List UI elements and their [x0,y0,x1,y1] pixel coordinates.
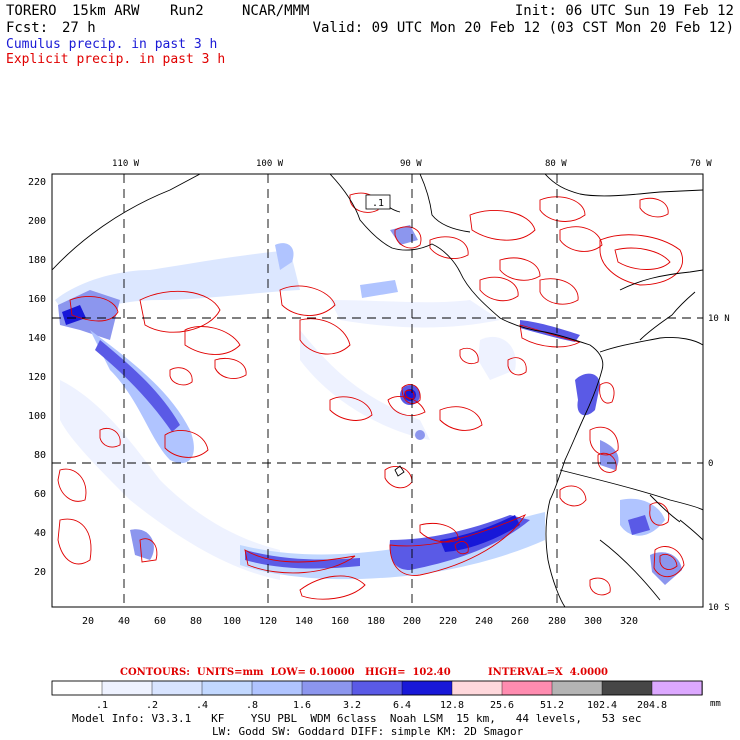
x-tick: 260 [511,616,529,627]
cumulus-precip-area [55,225,682,585]
x-tick: 200 [403,616,421,627]
cumulus-legend: Cumulus precip. in past 3 h [6,37,218,52]
org-label: NCAR/MMM [242,3,310,19]
y-tick: 160 [28,294,46,305]
y-tick: 140 [28,333,46,344]
lon-label: 70 W [690,159,712,169]
colorbar-unit: mm [710,699,721,709]
colorbar-cell [451,680,503,696]
colorbar-label: 204.8 [637,700,667,711]
init-time: Init: 06 UTC Sun 19 Feb 12 [514,3,734,19]
colorbar-label: 3.2 [343,700,361,711]
x-axis-ticks: 20 40 60 80 100 120 140 160 180 200 220 … [82,616,638,627]
y-tick: 180 [28,255,46,266]
forecast-hours: 27 h [62,20,96,36]
y-tick: 220 [28,177,46,188]
colorbar-cell [101,680,153,696]
contours-units: CONTOURS: UNITS=mm LOW= 0.10000 [120,667,355,678]
x-tick: 20 [82,616,94,627]
y-tick: 60 [34,489,46,500]
x-tick: 80 [190,616,202,627]
x-tick: 240 [475,616,493,627]
colorbar-cell [251,680,303,696]
run-label: Run2 [170,3,204,19]
x-tick: 220 [439,616,457,627]
colorbar-label: 1.6 [293,700,311,711]
x-tick: 280 [548,616,566,627]
colorbar-label: 6.4 [393,700,411,711]
physics-info: LW: Godd SW: Goddard DIFF: simple KM: 2D… [212,725,524,738]
colorbar-label: .1 [96,700,108,711]
y-tick: 40 [34,528,46,539]
colorbar-label: .2 [146,700,158,711]
x-tick: 40 [118,616,130,627]
colorbar-cell [351,680,403,696]
x-tick: 320 [620,616,638,627]
lon-label: 100 W [256,159,284,169]
x-tick: 160 [331,616,349,627]
colorbar-cell [301,680,353,696]
lon-label: 90 W [400,159,422,169]
colorbar-cell [551,680,603,696]
contours-high: HIGH= 102.40 [365,667,451,678]
contour-label-box [365,194,391,210]
contour-label: .1 [372,198,384,209]
latitude-labels: 10 N 0 10 S [708,314,730,613]
map-frame [51,173,704,608]
colorbar-label: 51.2 [540,700,564,711]
colorbar-cell [201,680,253,696]
explicit-precip-contours [57,192,685,600]
x-tick: 140 [295,616,313,627]
colorbar-label: 25.6 [490,700,514,711]
y-tick: 20 [34,567,46,578]
x-tick: 180 [367,616,385,627]
contours-interval: INTERVAL=X 4.0000 [488,667,608,678]
colorbar-cell [401,680,453,696]
colorbar-label: .8 [246,700,258,711]
lon-label: 110 W [112,159,140,169]
lat-lon-grid [52,174,703,607]
model-name: TORERO [6,3,57,19]
lat-label: 10 N [708,314,730,324]
lat-label: 10 S [708,603,730,613]
colorbar-cell [651,680,703,696]
longitude-labels: 110 W 100 W 90 W 80 W 70 W [112,159,712,169]
colorbar-cell [501,680,553,696]
valid-time: Valid: 09 UTC Mon 20 Feb 12 (03 CST Mon … [312,20,734,36]
colorbar-label: 102.4 [587,700,617,711]
y-tick: 120 [28,372,46,383]
color-bar: .1.2.4.8 1.6 3.2 6.4 12.8 25.6 51.2 102.4 204.8 … [51,680,721,711]
y-tick: 100 [28,411,46,422]
forecast-label: Fcst: [6,20,49,36]
y-tick: 200 [28,216,46,227]
lat-label: 0 [708,459,713,469]
lon-label: 80 W [545,159,567,169]
y-axis-ticks: 220 200 180 160 140 120 100 80 60 40 20 [28,177,46,578]
colorbar-cell [601,680,653,696]
resolution-label: 15km ARW [72,3,140,19]
coastline [52,174,703,607]
colorbar-cell [51,680,103,696]
x-tick: 120 [259,616,277,627]
colorbar-cell [151,680,203,696]
y-tick: 80 [34,450,46,461]
model-info: Model Info: V3.3.1 KF YSU PBL WDM 6class… [72,712,642,725]
explicit-legend: Explicit precip. in past 3 h [6,52,226,67]
x-tick: 100 [223,616,241,627]
x-tick: 60 [154,616,166,627]
colorbar-label: 12.8 [440,700,464,711]
colorbar-label: .4 [196,700,208,711]
x-tick: 300 [584,616,602,627]
